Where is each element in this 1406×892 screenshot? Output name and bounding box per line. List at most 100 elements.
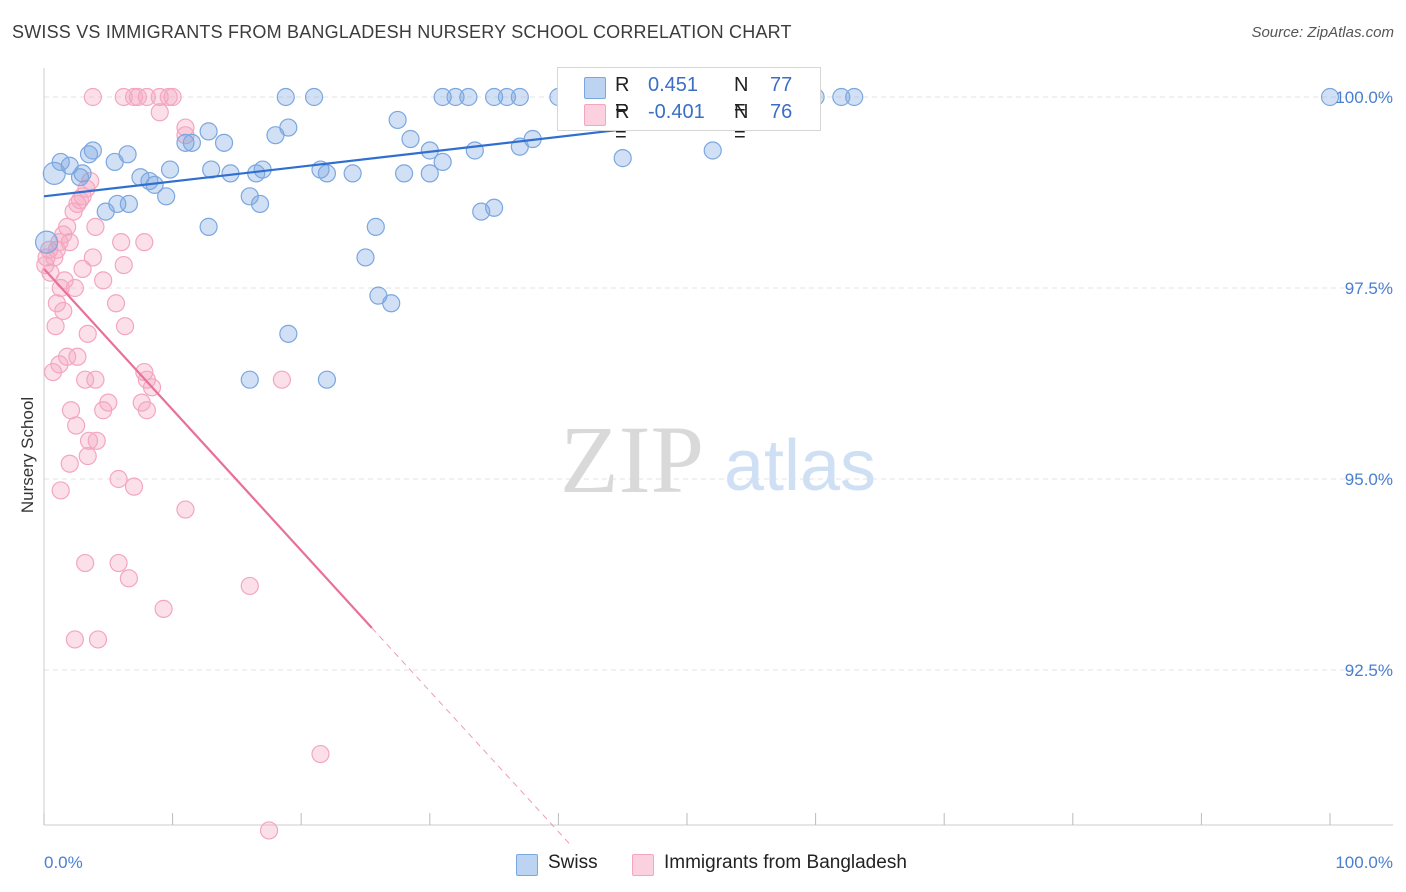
swiss-point [304,87,324,107]
swiss-point [485,198,504,217]
bangladesh-point [154,599,173,618]
swiss-point [199,122,218,141]
bangladesh-point [115,317,135,336]
swiss-point [317,370,337,389]
swiss-point [343,164,362,183]
legend-r-label: R = [615,101,630,146]
swiss-point [366,217,385,236]
bangladesh-point [94,271,113,290]
watermark-zip: ZIP [560,406,704,513]
stats-legend: R = 0.451 N = 77 R = -0.401 N = 76 [557,67,821,146]
swiss-point [845,87,864,107]
legend-r-label: R = [615,74,630,119]
bangladesh-point [47,294,66,313]
swiss-point [401,129,420,149]
bangladesh-point [41,263,60,282]
y-tick-label: 92.5% [1345,661,1393,680]
swiss-point [240,187,259,206]
swiss-point [1320,87,1340,107]
bangladesh-point [86,217,105,236]
x-tick-label: 100.0% [1335,853,1393,872]
bangladesh-point [137,87,156,107]
swiss-point [279,118,298,137]
bangladesh-point [124,477,144,496]
bangladesh-point [114,255,133,275]
bangladesh-point [68,347,87,366]
bangladesh-point [43,362,63,382]
chart-title: SWISS VS IMMIGRANTS FROM BANGLADESH NURS… [12,22,792,42]
swiss-point [446,87,465,107]
bangladesh-point [60,233,79,252]
swiss-point [176,133,195,152]
bangladesh-point [78,324,97,343]
x-tick-label: 0.0% [44,853,83,872]
legend-n-label: N = [734,101,749,146]
legend-r-value-swiss: 0.451 [648,74,699,96]
tick-labels: 92.5% 95.0% 97.5% 100.0% 0.0% 100.0% [44,88,1393,872]
swiss-point [510,87,529,107]
bangladesh-point [87,431,106,450]
swiss-point [317,164,337,183]
legend-n-label: N = [734,74,749,119]
bangladesh-point [46,317,65,336]
swiss-point [199,217,218,236]
swiss-point [613,149,632,168]
bangladesh-point [78,446,97,466]
bangladesh-point [81,171,100,191]
swiss-point [276,87,295,107]
bangladesh-point [159,87,178,107]
bangladesh-point [73,259,92,278]
axes [43,68,1393,826]
y-axis-label: Nursery School [18,396,37,514]
swiss-point [703,141,722,160]
bangladesh-point [163,87,182,107]
swiss-point [160,160,180,179]
swiss-point [459,87,478,107]
bangladesh-point [109,469,128,489]
watermark: ZIP atlas [560,406,876,513]
bangladesh-point [70,191,90,210]
bangladesh-point [109,553,128,573]
source-label: Source: ZipAtlas.com [1251,24,1394,41]
swiss-point [182,133,201,152]
swiss-point [465,141,484,160]
bangladesh-point [240,576,259,596]
bangladesh-point [58,347,77,366]
swiss-point [832,87,851,107]
bottom-legend-label-bangladesh: Immigrants from Bangladesh [664,852,907,873]
bangladesh-point [150,103,169,122]
bangladesh-trend-line [43,268,373,629]
swiss-point [83,141,102,160]
swiss-point [388,110,407,130]
bangladesh-point [176,500,195,519]
bangladesh-point [119,569,138,588]
bangladesh-point [61,401,81,420]
swiss-point [394,164,414,183]
legend-n-value-swiss: 77 [770,74,793,96]
swiss-point [70,168,90,187]
bangladesh-point [58,217,77,236]
swiss-point [34,230,59,254]
bangladesh-point [79,431,99,450]
swiss-point [279,324,298,343]
swiss-points [34,87,1340,389]
swiss-point [420,164,439,183]
swiss-point [433,87,452,107]
bangladesh-point [94,401,113,420]
swiss-point [118,145,137,164]
bangladesh-point [124,87,144,107]
bangladesh-point [51,481,70,500]
bangladesh-trend-extension [371,627,572,847]
bangladesh-point [65,278,84,298]
swiss-point [51,152,70,172]
bangladesh-point [83,87,102,107]
swiss-point [497,87,517,107]
y-tick-label: 100.0% [1335,88,1393,107]
bangladesh-point [88,630,108,649]
swiss-point [250,194,270,214]
swiss-point [240,370,259,389]
bangladesh-point [114,87,133,107]
y-tick-label: 97.5% [1345,279,1393,298]
bangladesh-point [135,233,154,252]
